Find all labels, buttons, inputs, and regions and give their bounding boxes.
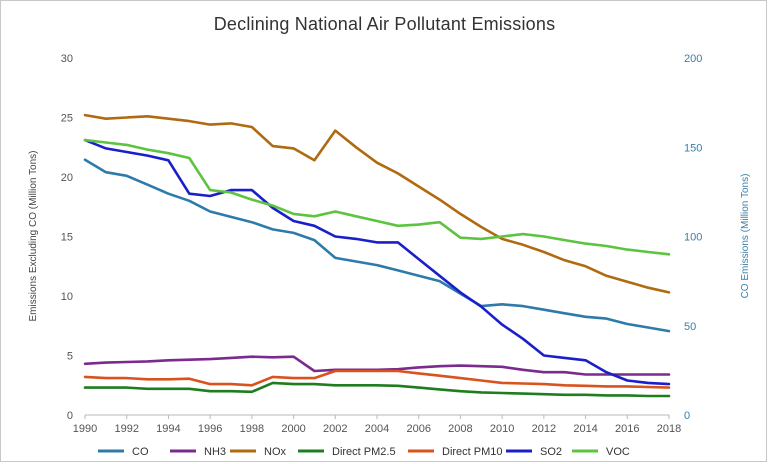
y2-tick-label: 50 [684, 321, 696, 333]
chart-title: Declining National Air Pollutant Emissio… [213, 14, 556, 34]
y-axis-right-ticks: 0 50 100 150 200 [684, 53, 702, 422]
x-tick-label: 2004 [365, 423, 389, 435]
x-tick-label: 1998 [240, 423, 264, 435]
x-tick-label: 2008 [448, 423, 472, 435]
legend-label-so2: SO2 [540, 446, 562, 458]
x-tick-label: 2002 [323, 423, 347, 435]
y2-tick-label: 200 [684, 53, 702, 65]
series-line-direct-pm2-5 [83, 381, 671, 398]
x-tick-label: 2006 [406, 423, 430, 435]
y-tick-label: 25 [61, 113, 73, 125]
y-axis-left-label: Emissions Excluding CO (Million Tons) [28, 151, 39, 322]
series-line-voc [83, 138, 671, 256]
series-line-co [83, 158, 671, 333]
x-tick-label: 2012 [532, 423, 556, 435]
y-axis-right-label: CO Emissions (Million Tons) [740, 174, 751, 299]
legend-label-voc: VOC [606, 446, 630, 458]
y-tick-label: 30 [61, 53, 73, 65]
y-tick-label: 10 [61, 291, 73, 303]
series-line-so2 [83, 138, 671, 386]
legend-label-nh3: NH3 [204, 446, 226, 458]
y-tick-label: 20 [61, 172, 73, 184]
x-tick-label: 2016 [615, 423, 639, 435]
x-tick-label: 1996 [198, 423, 222, 435]
legend-label-nox: NOx [264, 446, 287, 458]
legend-label-co: CO [132, 446, 149, 458]
legend-label-direct-pm10: Direct PM10 [442, 446, 503, 458]
y2-tick-label: 100 [684, 232, 702, 244]
x-tick-label: 1994 [156, 423, 180, 435]
x-axis-ticks: 1990 1992 1994 1996 1998 2000 2002 2004 2006 2008… [73, 415, 681, 435]
y-tick-label: 0 [67, 410, 73, 422]
x-tick-label: 2018 [657, 423, 681, 435]
series-line-nox [83, 113, 671, 294]
x-tick-label: 2000 [281, 423, 305, 435]
x-tick-label: 2014 [573, 423, 597, 435]
x-tick-label: 2010 [490, 423, 514, 435]
y2-tick-label: 150 [684, 142, 702, 154]
x-tick-label: 1990 [73, 423, 97, 435]
legend-label-direct-pm2-5: Direct PM2.5 [332, 446, 396, 458]
legend: CO NH3 NOx Direct PM2.5 Direct PM10 SO2 VOC [98, 446, 630, 458]
y2-tick-label: 0 [684, 410, 690, 422]
y-tick-label: 5 [67, 351, 73, 363]
x-tick-label: 1992 [114, 423, 138, 435]
y-axis-left-ticks: 0 5 10 15 20 25 30 [61, 53, 73, 422]
y-tick-label: 15 [61, 232, 73, 244]
series-line-direct-pm10 [83, 369, 671, 389]
series-lines [83, 113, 671, 398]
